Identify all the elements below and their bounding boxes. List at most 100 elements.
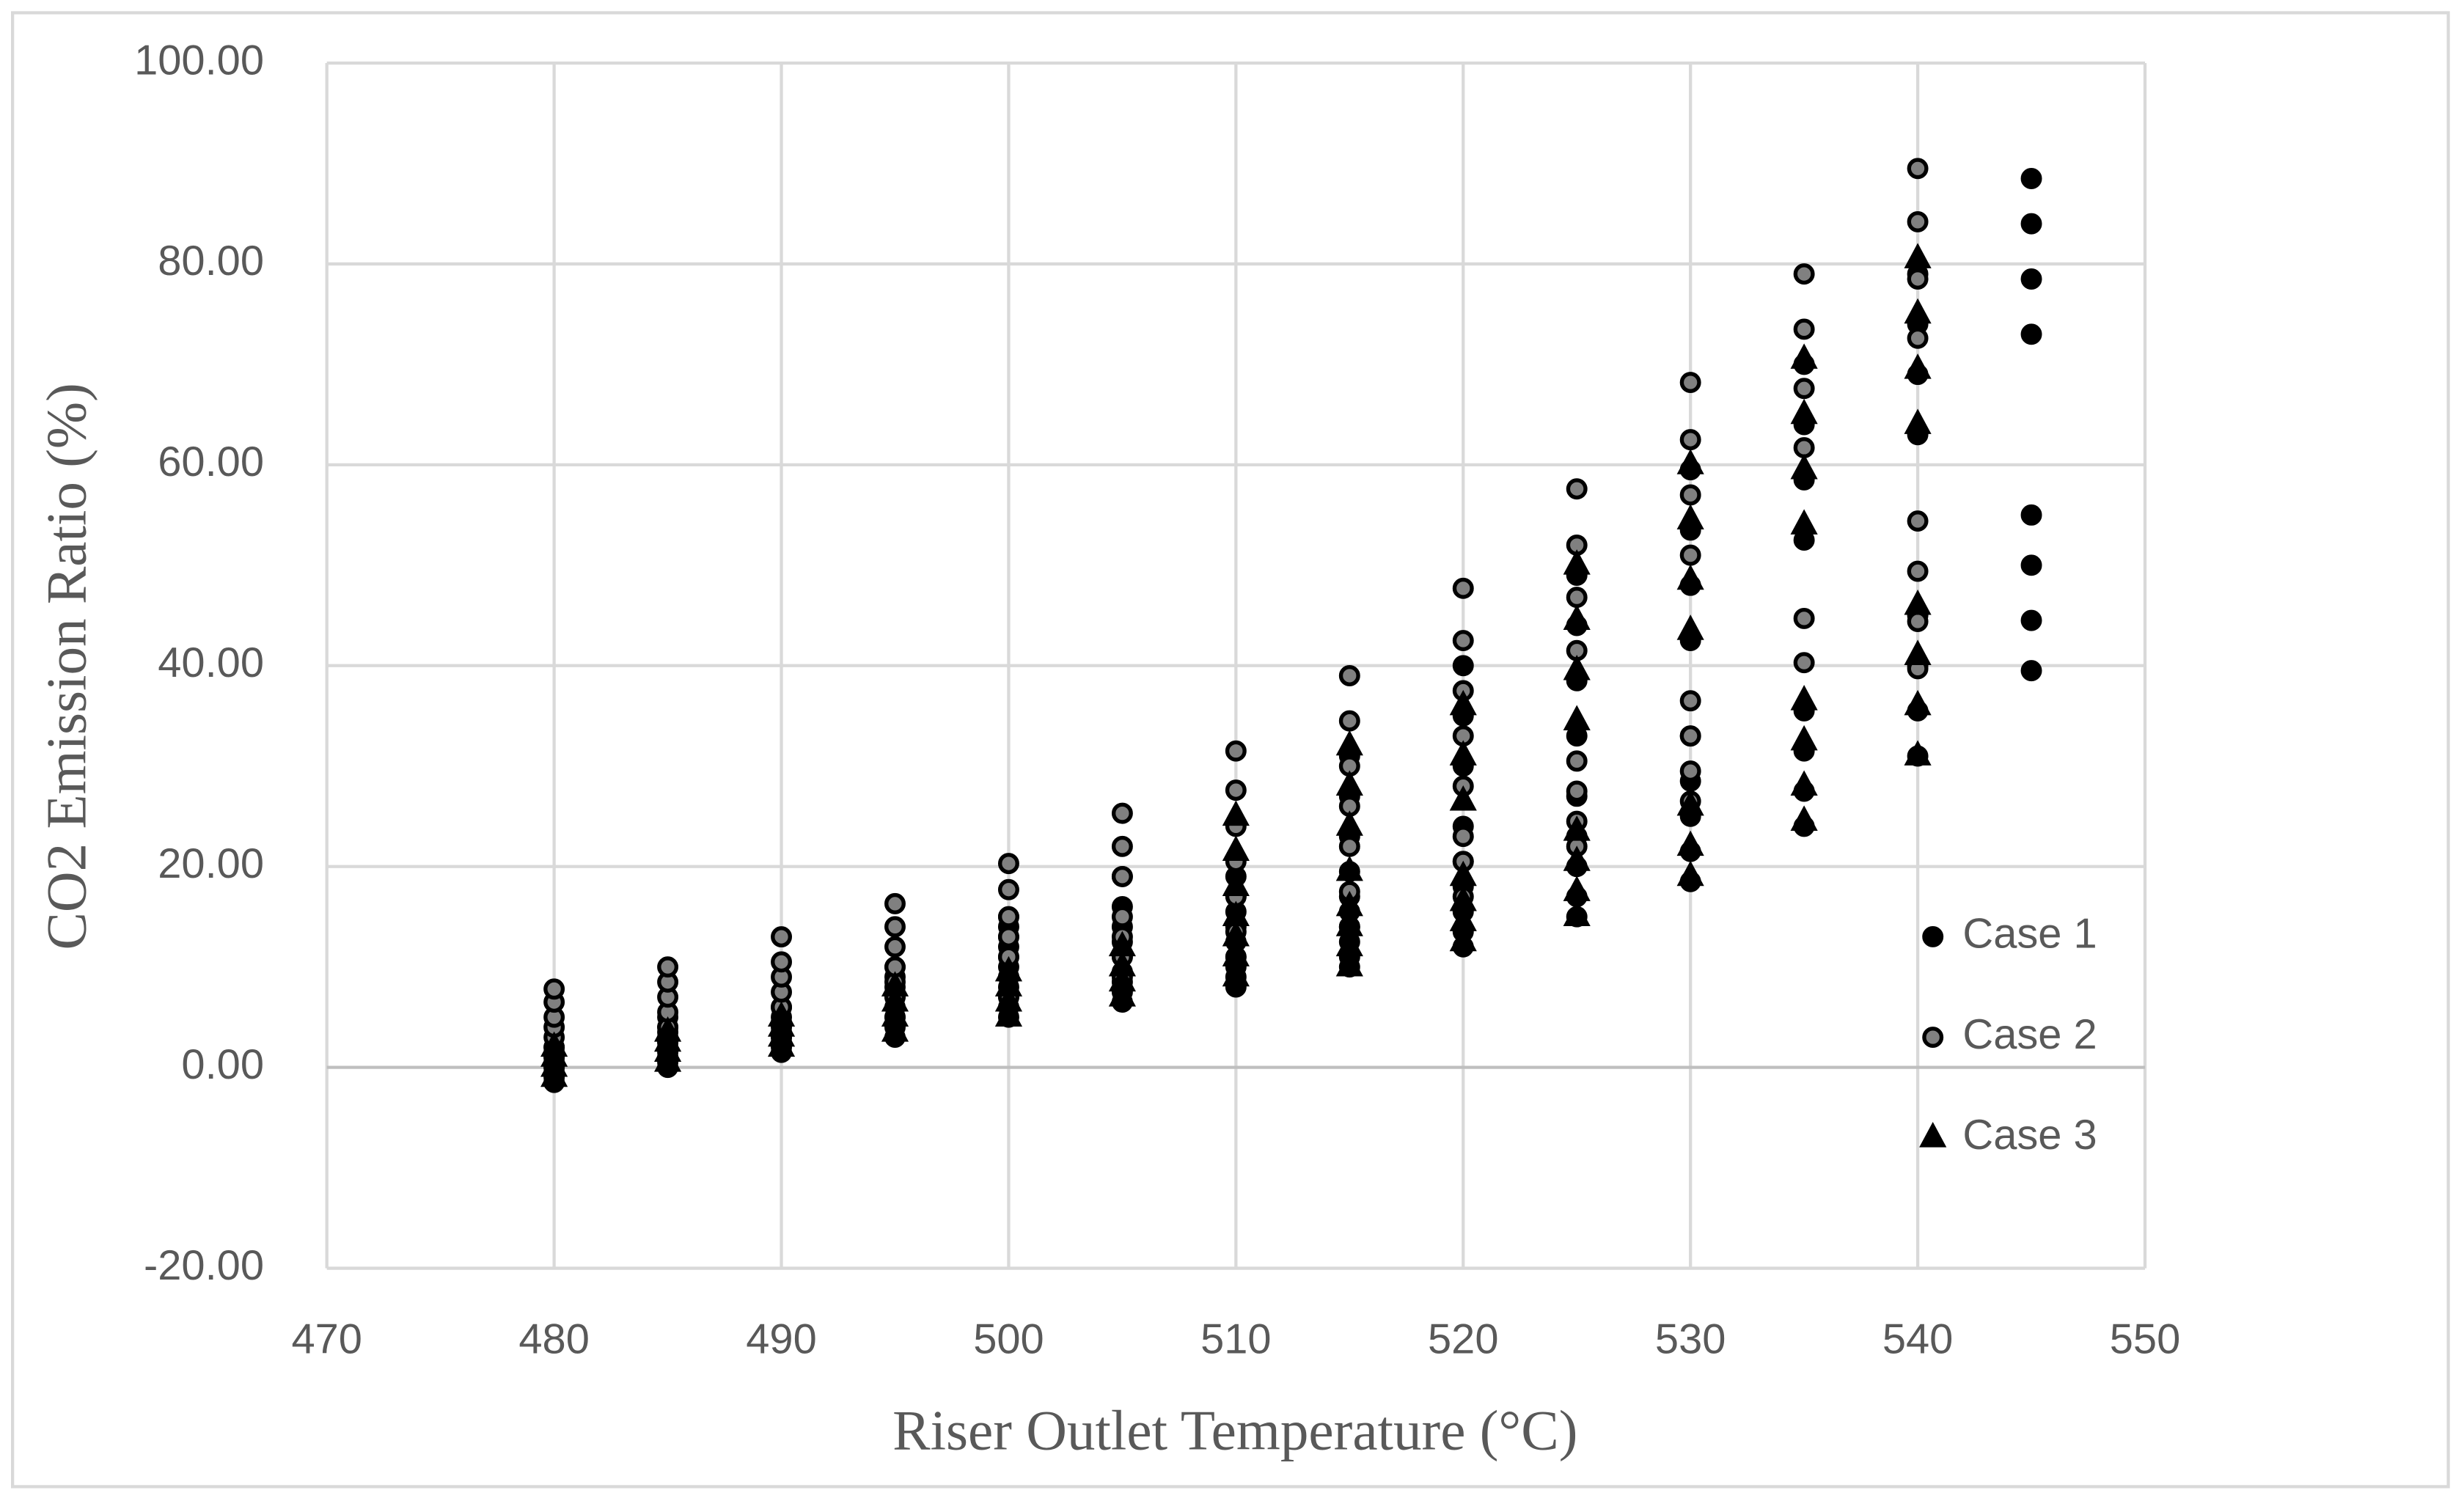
scatter-point xyxy=(997,926,1019,948)
scatter-point xyxy=(2020,168,2042,189)
scatter-point xyxy=(1452,655,1474,677)
scatter-point xyxy=(1108,966,1136,992)
scatter-point xyxy=(2020,660,2042,682)
scatter-point xyxy=(1335,855,1363,881)
scatter-point xyxy=(1790,770,1818,796)
scatter-point xyxy=(2020,504,2042,526)
scatter-point xyxy=(1563,815,1591,841)
scatter-point xyxy=(1676,614,1704,640)
scatter-point xyxy=(1679,429,1701,451)
scatter-point xyxy=(1790,805,1818,831)
scatter-point xyxy=(1790,724,1818,751)
scatter-point xyxy=(881,971,909,997)
scatter-point xyxy=(1566,478,1588,500)
scatter-point xyxy=(884,892,906,914)
x-tick-label: 530 xyxy=(1655,1316,1726,1363)
scatter-point xyxy=(1335,810,1363,836)
scatter-point xyxy=(1111,865,1133,887)
scatter-point xyxy=(1904,639,1932,665)
scatter-point xyxy=(1111,835,1133,857)
legend-label: Case 1 xyxy=(1962,911,2097,958)
scatter-point xyxy=(1790,685,1818,711)
scatter-point xyxy=(1335,951,1363,977)
scatter-point xyxy=(1676,449,1704,474)
scatter-point xyxy=(1108,981,1136,1007)
legend-label: Case 2 xyxy=(1962,1011,2097,1058)
scatter-point xyxy=(1563,604,1591,631)
scatter-point xyxy=(1222,941,1250,966)
x-tick-label: 510 xyxy=(1200,1316,1272,1363)
scatter-point xyxy=(1904,353,1932,379)
scatter-point xyxy=(1907,158,1929,180)
scatter-point xyxy=(1676,860,1704,887)
y-axis-title: CO2 Emission Ratio (%) xyxy=(34,383,98,950)
scatter-point xyxy=(1904,740,1932,766)
scatter-point xyxy=(1790,509,1818,535)
scatter-point xyxy=(1793,437,1815,459)
y-tick-label: 40.00 xyxy=(158,639,264,686)
scatter-point xyxy=(1338,710,1360,732)
scatter-point xyxy=(1566,780,1588,802)
scatter-point xyxy=(1108,951,1136,977)
scatter-point xyxy=(2020,609,2042,631)
scatter-point xyxy=(1335,911,1363,936)
scatter-point xyxy=(997,906,1019,928)
scatter-point xyxy=(1111,802,1133,824)
legend-marker xyxy=(1922,1027,1944,1049)
scatter-point xyxy=(767,1001,796,1027)
scatter-point xyxy=(1679,544,1701,566)
scatter-point xyxy=(2020,554,2042,576)
scatter-point xyxy=(1452,826,1474,848)
scatter-point xyxy=(1679,725,1701,747)
scatter-point xyxy=(997,853,1019,875)
scatter-point xyxy=(1563,705,1591,730)
scatter-point xyxy=(1222,870,1250,896)
scatter-point xyxy=(884,936,906,958)
scatter-point xyxy=(1338,835,1360,857)
scatter-point xyxy=(1563,876,1591,901)
scatter-point xyxy=(1793,607,1815,629)
scatter-point xyxy=(2020,268,2042,290)
scatter-point xyxy=(1452,630,1474,652)
scatter-point xyxy=(540,1031,568,1057)
y-tick-label: 0.00 xyxy=(181,1041,264,1088)
scatter-point xyxy=(771,926,792,948)
scatter-point xyxy=(1563,900,1591,927)
scatter-point xyxy=(994,955,1023,982)
scatter-point xyxy=(771,951,792,973)
x-tick-label: 520 xyxy=(1428,1316,1499,1363)
scatter-point xyxy=(1222,961,1250,987)
scatter-point xyxy=(994,1001,1023,1027)
scatter-point xyxy=(1111,906,1133,928)
scatter-point xyxy=(1904,298,1932,324)
scatter-point xyxy=(1904,589,1932,615)
scatter-point xyxy=(1222,900,1250,927)
legend-label: Case 3 xyxy=(1962,1112,2097,1159)
legend-marker xyxy=(1922,925,1944,947)
x-tick-label: 500 xyxy=(973,1316,1044,1363)
scatter-point xyxy=(1790,343,1818,369)
scatter-point xyxy=(1449,689,1477,716)
scatter-point xyxy=(653,1016,682,1042)
y-tick-label: 100.00 xyxy=(134,37,264,84)
y-tick-label: 80.00 xyxy=(158,238,264,285)
scatter-point xyxy=(1907,268,1929,290)
scatter-point xyxy=(1793,263,1815,285)
scatter-point xyxy=(1449,925,1477,952)
scatter-point xyxy=(543,978,565,1000)
scatter-point xyxy=(1793,318,1815,340)
scatter-point xyxy=(881,1016,909,1042)
scatter-point xyxy=(1907,560,1929,582)
scatter-point xyxy=(1907,510,1929,532)
scatter-point xyxy=(1679,484,1701,506)
scatter-point xyxy=(1335,770,1363,796)
scatter-point xyxy=(1108,931,1136,957)
legend-marker xyxy=(1919,1122,1947,1148)
scatter-point xyxy=(1222,835,1250,862)
scatter-point xyxy=(1676,790,1704,816)
scatter-point xyxy=(1907,210,1929,232)
scatter-point xyxy=(1563,845,1591,871)
scatter-point xyxy=(1676,830,1704,856)
